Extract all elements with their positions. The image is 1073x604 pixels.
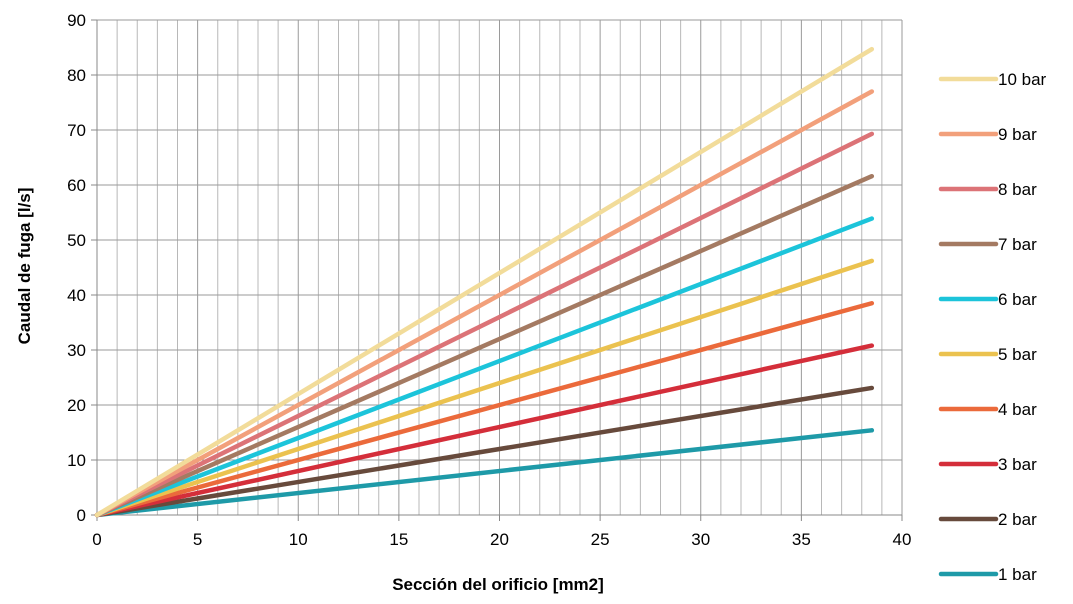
x-tick-label: 5 [193, 530, 202, 549]
legend-label: 10 bar [998, 70, 1047, 89]
y-tick-labels: 0 10 20 30 40 50 60 70 80 90 [67, 11, 86, 525]
series-line-6-bar [94, 216, 875, 518]
series-line-10-bar [94, 46, 875, 518]
x-tick-label: 20 [490, 530, 509, 549]
x-tick-label: 15 [389, 530, 408, 549]
legend-item: 1 bar [938, 565, 1037, 584]
series-line-1-bar [94, 428, 875, 518]
legend: 10 bar 9 bar 8 bar 7 bar 6 bar 5 bar 4 bar 3 ba… [938, 70, 1047, 584]
legend-item: 6 bar [938, 290, 1037, 309]
series-line-7-bar [94, 173, 875, 518]
legend-label: 5 bar [998, 345, 1037, 364]
y-tick-label: 90 [67, 11, 86, 30]
axes [91, 19, 903, 521]
legend-label: 1 bar [998, 565, 1037, 584]
y-tick-label: 10 [67, 451, 86, 470]
grid-minor [116, 20, 883, 515]
x-tick-label: 35 [792, 530, 811, 549]
y-tick-label: 70 [67, 121, 86, 140]
legend-item: 7 bar [938, 235, 1037, 254]
y-tick-label: 20 [67, 396, 86, 415]
y-axis-title: Caudal de fuga [l/s] [15, 188, 34, 345]
x-axis-title: Sección del orificio [mm2] [392, 575, 604, 594]
series-line-8-bar [94, 131, 875, 518]
series-line-2-bar [94, 385, 875, 518]
series-lines [94, 46, 875, 518]
y-tick-label: 50 [67, 231, 86, 250]
y-tick-label: 60 [67, 176, 86, 195]
legend-item: 3 bar [938, 455, 1037, 474]
legend-label: 8 bar [998, 180, 1037, 199]
legend-item: 9 bar [938, 125, 1037, 144]
x-tick-label: 0 [92, 530, 101, 549]
y-tick-label: 40 [67, 286, 86, 305]
legend-label: 2 bar [998, 510, 1037, 529]
legend-label: 7 bar [998, 235, 1037, 254]
legend-label: 3 bar [998, 455, 1037, 474]
legend-item: 4 bar [938, 400, 1037, 419]
x-tick-label: 10 [289, 530, 308, 549]
legend-item: 2 bar [938, 510, 1037, 529]
y-tick-label: 80 [67, 66, 86, 85]
legend-item: 10 bar [938, 70, 1047, 89]
y-tick-label: 30 [67, 341, 86, 360]
x-tick-labels: 0 5 10 15 20 25 30 35 40 [92, 530, 911, 549]
legend-label: 4 bar [998, 400, 1037, 419]
y-tick-label: 0 [77, 506, 86, 525]
x-tick-label: 40 [893, 530, 912, 549]
legend-label: 9 bar [998, 125, 1037, 144]
legend-label: 6 bar [998, 290, 1037, 309]
legend-item: 5 bar [938, 345, 1037, 364]
series-line-5-bar [94, 258, 875, 518]
legend-item: 8 bar [938, 180, 1037, 199]
series-line-9-bar [94, 89, 875, 518]
series-line-3-bar [94, 343, 875, 518]
x-tick-label: 25 [591, 530, 610, 549]
x-tick-label: 30 [691, 530, 710, 549]
series-line-4-bar [94, 301, 875, 518]
